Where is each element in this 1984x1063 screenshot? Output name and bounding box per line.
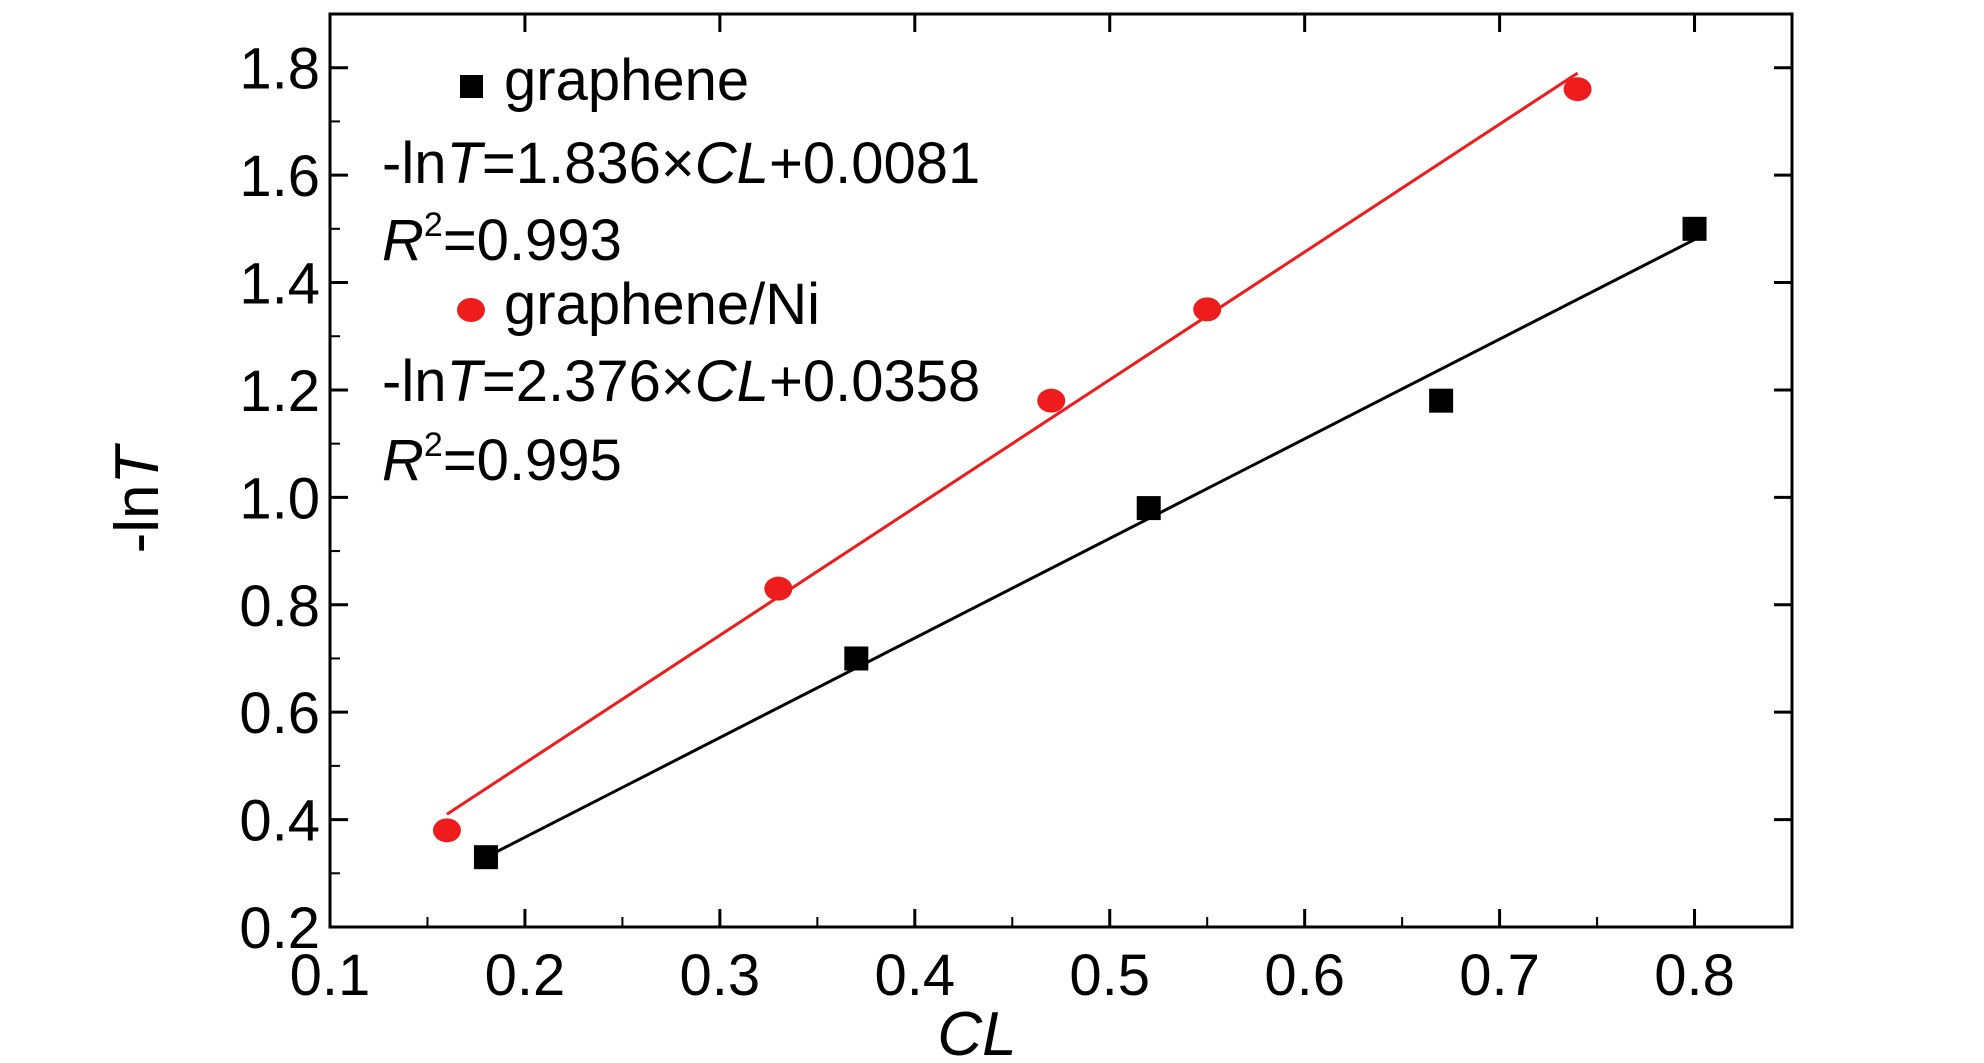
x-axis-title: CL	[937, 1000, 1016, 1063]
fit-lines	[446, 71, 1696, 859]
y-tick-label: 0.2	[239, 896, 320, 961]
data-point-graphene-ni	[764, 576, 793, 601]
x-axis-ticks: 0.1 0.2 0.3 0.4 0.5 0.6 0.7 0.8	[290, 14, 1735, 1008]
data-point-graphene	[1136, 496, 1161, 521]
x-tick-label: 0.3	[680, 943, 761, 1008]
y-tick-label: 1.0	[239, 466, 320, 531]
y-tick-label: 1.2	[239, 359, 320, 424]
y-axis-title: -lnT	[103, 442, 172, 553]
data-point-graphene-ni	[1037, 388, 1066, 413]
fit-line-graphene-ni	[446, 71, 1579, 816]
plot-frame	[328, 12, 1794, 929]
y-tick-label: 1.6	[239, 144, 320, 209]
data-point-graphene-ni	[432, 818, 461, 843]
data-point-graphene	[1429, 388, 1454, 413]
r2-graphene: R2=0.993	[382, 206, 622, 273]
data-point-graphene	[844, 646, 869, 671]
legend: graphene -lnT=1.836×CL+0.0081 R2=0.993 g…	[382, 48, 980, 493]
y-tick-label: 0.6	[239, 681, 320, 746]
legend-label-graphene-ni: graphene/Ni	[504, 272, 820, 337]
y-tick-label: 0.8	[239, 574, 320, 639]
x-tick-label: 0.6	[1264, 943, 1345, 1008]
x-tick-label: 0.8	[1654, 943, 1735, 1008]
equation-graphene: -lnT=1.836×CL+0.0081	[382, 131, 980, 196]
y-tick-label: 1.8	[239, 37, 320, 102]
x-tick-label: 0.4	[874, 943, 955, 1008]
data-point-graphene-ni	[1193, 297, 1222, 322]
data-markers	[432, 77, 1707, 870]
equation-graphene-ni: -lnT=2.376×CL+0.0358	[382, 349, 980, 414]
legend-marker-graphene	[460, 75, 483, 98]
data-point-graphene	[1682, 216, 1707, 241]
data-point-graphene-ni	[1563, 77, 1592, 102]
x-tick-label: 0.2	[485, 943, 566, 1008]
r2-graphene-ni: R2=0.995	[382, 426, 622, 493]
x-tick-label: 0.5	[1069, 943, 1150, 1008]
x-tick-label: 0.1	[290, 943, 371, 1008]
fit-line-graphene	[485, 238, 1696, 859]
y-tick-label: 1.4	[239, 252, 320, 317]
legend-label-graphene: graphene	[504, 48, 749, 113]
data-point-graphene	[473, 845, 498, 870]
y-tick-label: 0.4	[239, 789, 320, 854]
legend-marker-graphene-ni	[457, 298, 485, 322]
x-tick-label: 0.7	[1459, 943, 1540, 1008]
y-axis-ticks: 0.2 0.4 0.6 0.8 1.0 1.2 1.4 1.6 1.8	[239, 37, 1792, 961]
